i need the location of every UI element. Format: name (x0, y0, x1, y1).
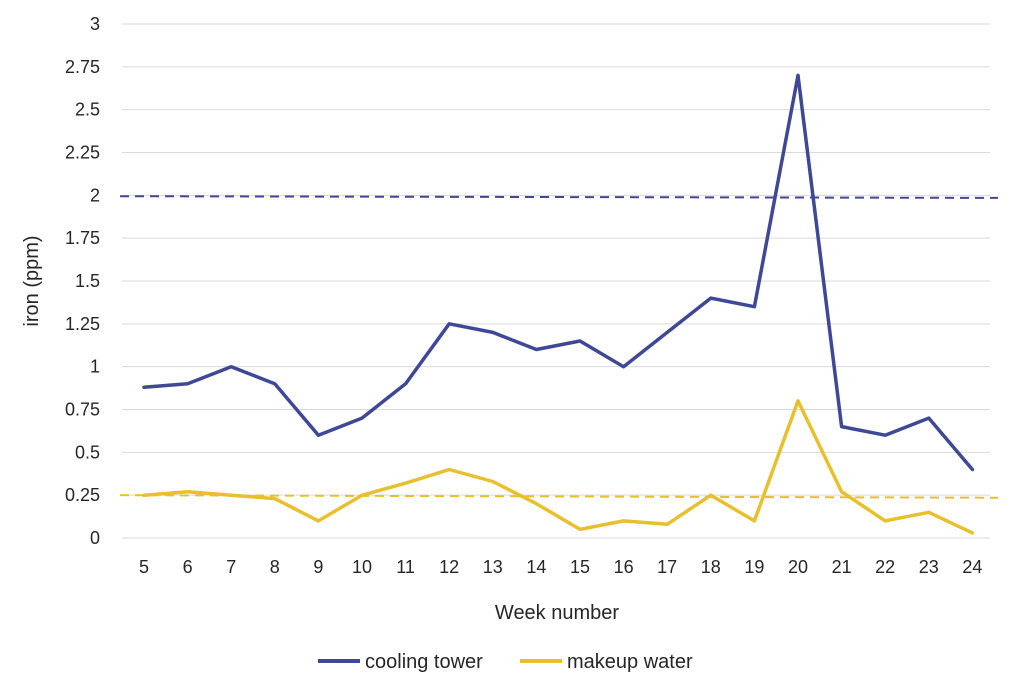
x-tick-label: 24 (962, 557, 982, 577)
x-tick-label: 21 (832, 557, 852, 577)
x-tick-label: 7 (226, 557, 236, 577)
reference-lines (119, 195, 999, 499)
y-tick-label: 1.25 (65, 314, 100, 334)
y-tick-label: 3 (90, 14, 100, 34)
y-tick-label: 2.25 (65, 143, 100, 163)
gridlines (122, 23, 990, 539)
y-tick-label: 1.5 (75, 271, 100, 291)
x-tick-label: 10 (352, 557, 372, 577)
y-tick-label: 0.5 (75, 442, 100, 462)
legend-label-cooling-tower: cooling tower (365, 651, 483, 673)
x-tick-label: 8 (270, 557, 280, 577)
reference-line-makeup-water (119, 494, 999, 499)
y-tick-label: 2 (90, 185, 100, 205)
reference-line-cooling-tower (119, 195, 999, 199)
x-tick-label: 14 (526, 557, 546, 577)
x-tick-label: 5 (139, 557, 149, 577)
y-tick-label: 0 (90, 528, 100, 548)
y-tick-label: 2.5 (75, 100, 100, 120)
x-tick-label: 17 (657, 557, 677, 577)
y-tick-label: 0.25 (65, 485, 100, 505)
x-tick-label: 20 (788, 557, 808, 577)
y-tick-label: 1 (90, 357, 100, 377)
y-tick-label: 1.75 (65, 228, 100, 248)
y-tick-label: 2.75 (65, 57, 100, 77)
series-line-cooling-tower (142, 73, 975, 472)
series-lines (142, 73, 975, 535)
x-tick-label: 19 (744, 557, 764, 577)
series-line-makeup-water (142, 399, 975, 535)
y-axis-title: iron (ppm) (21, 235, 43, 326)
x-tick-label: 18 (701, 557, 721, 577)
x-tick-label: 22 (875, 557, 895, 577)
x-tick-label: 9 (313, 557, 323, 577)
y-axis-ticks: 0 0.25 0.5 0.75 1 1.25 1.5 1.75 2 2.25 2.5 2.75 3 (65, 14, 100, 548)
x-tick-label: 15 (570, 557, 590, 577)
x-tick-label: 16 (614, 557, 634, 577)
x-axis-ticks: 5 6 7 8 9 10 11 12 13 14 15 16 17 18 19 20 21 22 23 24 (139, 557, 982, 577)
x-tick-label: 23 (919, 557, 939, 577)
x-tick-label: 12 (439, 557, 459, 577)
x-tick-label: 11 (396, 557, 415, 577)
legend: cooling tower makeup water (318, 651, 693, 673)
y-tick-label: 0.75 (65, 400, 100, 420)
x-tick-label: 13 (483, 557, 503, 577)
x-tick-label: 6 (183, 557, 193, 577)
legend-label-makeup-water: makeup water (567, 651, 693, 673)
x-axis-title: Week number (495, 602, 619, 624)
